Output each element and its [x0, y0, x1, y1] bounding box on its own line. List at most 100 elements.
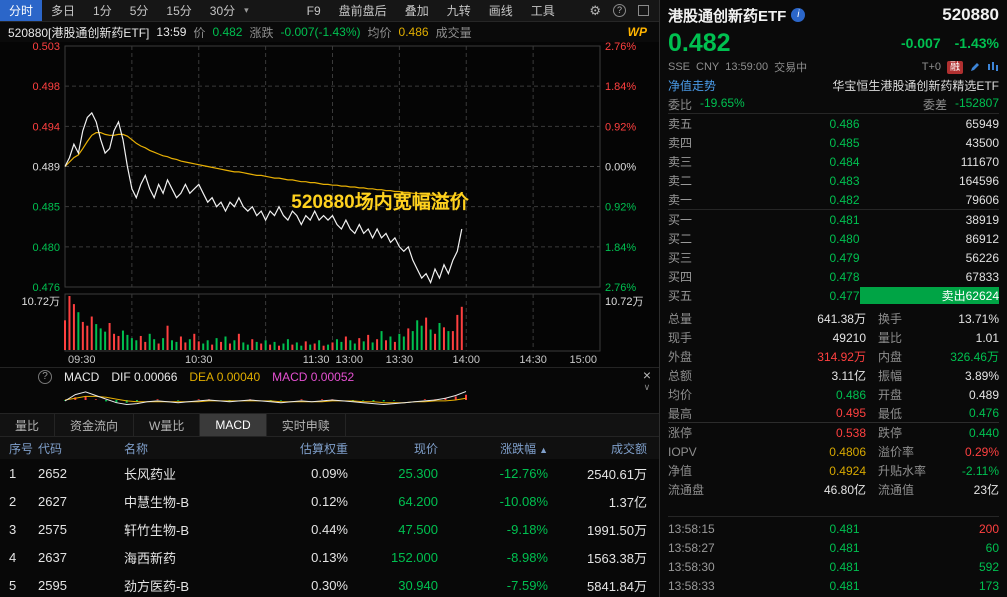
level-label: 卖四: [668, 136, 693, 150]
edit-icon[interactable]: [969, 61, 981, 73]
chevron-down-icon[interactable]: ∨: [643, 382, 651, 392]
stat-label: 溢价率: [878, 445, 915, 459]
intraday-chart[interactable]: 0.503 2.76% 0.498 1.84% 0.494 0.92% 0.489 0.00%…: [0, 42, 659, 367]
col-header-turnover[interactable]: 成交额: [610, 441, 647, 456]
svg-text:0.498: 0.498: [32, 81, 60, 93]
kline-icon[interactable]: [987, 61, 999, 73]
stat-value: 0.4924: [829, 463, 866, 478]
col-header-name[interactable]: 名称: [124, 441, 149, 456]
bid-row[interactable]: 买二 0.480 86912: [668, 229, 999, 248]
cell-price: 64.200: [398, 493, 438, 509]
col-header-weight[interactable]: 估算权重: [299, 441, 348, 456]
toolbar-button[interactable]: 九转: [446, 4, 471, 18]
ask-row[interactable]: 卖二 0.483 164596: [668, 171, 999, 190]
ask-row[interactable]: 卖五 0.486 65949: [668, 114, 999, 133]
weibi-value: -19.65%: [700, 95, 745, 110]
cell-weight: 0.44%: [311, 521, 348, 537]
help-icon[interactable]: ?: [613, 4, 626, 17]
svg-text:0.476: 0.476: [32, 282, 60, 294]
toolbar-button[interactable]: 叠加: [404, 4, 429, 18]
svg-text:0.92%: 0.92%: [605, 121, 636, 133]
toolbar-button[interactable]: 工具: [530, 4, 555, 18]
stat-label: 流通值: [878, 483, 915, 497]
nav-trend-link[interactable]: 净值走势: [668, 79, 717, 93]
toolbar-button[interactable]: F9: [306, 3, 321, 18]
period-tab[interactable]: 30分: [209, 4, 236, 18]
stat-value: 23亿: [973, 483, 999, 497]
svg-text:2.76%: 2.76%: [605, 282, 636, 294]
level-price: 0.483: [829, 173, 860, 188]
cell-change: -10.08%: [499, 493, 548, 509]
stat-value: 0.489: [968, 387, 999, 402]
toolbar: 分时 多日 1分 5分 15分 30分 ▾ F9: [0, 0, 659, 22]
ask-row[interactable]: 卖四 0.485 43500: [668, 133, 999, 152]
quote-panel: 港股通创新药ETF i 520880 0.482 -0.007 -1.43% S…: [659, 0, 1007, 597]
table-row[interactable]: 4 2637 海西新药 0.13% 152.000 -8.98% 1563.38…: [0, 543, 659, 571]
bid-row[interactable]: 买五 0.477 卖出62624: [668, 286, 999, 305]
ask-row[interactable]: 卖三 0.484 111670: [668, 152, 999, 171]
cell-change: -7.59%: [506, 577, 548, 593]
stat-label: 总额: [668, 369, 693, 383]
period-tab[interactable]: 1分: [93, 4, 112, 18]
svg-text:1.84%: 1.84%: [605, 81, 636, 93]
col-header-price[interactable]: 现价: [413, 441, 438, 456]
macd-help-icon[interactable]: ?: [38, 370, 52, 384]
stats-row: 现手 49210 量比 1.01: [668, 328, 999, 347]
ask-row[interactable]: 卖一 0.482 79606: [668, 190, 999, 209]
period-tab[interactable]: 5分: [129, 4, 149, 18]
toolbar-buttons: F9 盘前盘后 叠加 九转 画线 工具: [298, 0, 564, 21]
level-price: 0.481: [829, 212, 860, 227]
cell-name: 海西新药: [124, 550, 177, 566]
col-header-change[interactable]: 涨跌幅 ▲: [500, 441, 548, 456]
level-volume: 67833: [965, 269, 999, 284]
indicator-tab[interactable]: MACD: [200, 414, 267, 436]
time-and-sales[interactable]: 13:58:15 0.481 200 13:58:27 0.481 60 13:…: [668, 516, 999, 595]
level-label: 卖三: [668, 155, 693, 169]
level-volume: 79606: [965, 192, 999, 207]
macd-panel[interactable]: ? MACD DIF 0.00066 DEA 0.00040 MACD 0.00…: [0, 367, 659, 413]
stats-grid: 总量 641.38万 换手 13.71% 现手 49210 量比 1.01 外盘 314.…: [668, 309, 999, 499]
bid-row[interactable]: 买三 0.479 56226: [668, 248, 999, 267]
info-icon[interactable]: i: [791, 8, 806, 22]
period-tab[interactable]: 分时: [0, 0, 43, 21]
level-label: 买一: [668, 213, 693, 227]
table-row[interactable]: 1 2652 长风药业 0.09% 25.300 -12.76% 2540.61…: [0, 459, 659, 487]
table-row[interactable]: 3 2575 轩竹生物-B 0.44% 47.500 -9.18% 1991.5…: [0, 515, 659, 543]
toolbar-button[interactable]: 画线: [488, 4, 513, 18]
cell-price: 25.300: [398, 465, 438, 481]
period-tab[interactable]: ▾: [244, 5, 249, 15]
indicator-tab[interactable]: 量比: [0, 414, 56, 436]
bid-row[interactable]: 买一 0.481 38919: [668, 210, 999, 229]
bid-row[interactable]: 买四 0.478 67833: [668, 267, 999, 286]
toolbar-button[interactable]: 盘前盘后: [338, 4, 387, 18]
level-price: 0.479: [829, 250, 860, 265]
col-header-no[interactable]: 序号: [9, 441, 34, 456]
svg-text:0.503: 0.503: [32, 42, 60, 53]
col-header-code[interactable]: 代码: [38, 441, 63, 456]
expand-icon[interactable]: [638, 5, 649, 16]
svg-text:1.84%: 1.84%: [605, 242, 636, 254]
table-row[interactable]: 2 2627 中慧生物-B 0.12% 64.200 -10.08% 1.37亿: [0, 487, 659, 515]
stock-name: 港股通创新药ETF: [668, 7, 787, 25]
cell-code: 2637: [38, 549, 67, 565]
indicator-tab[interactable]: W量比: [134, 414, 201, 436]
stats-row: 涨停 0.538 跌停 0.440: [668, 423, 999, 442]
stat-label: 净值: [668, 464, 693, 478]
stat-value: 3.89%: [964, 368, 999, 383]
period-tabs: 分时 多日 1分 5分 15分 30分 ▾: [0, 0, 254, 21]
close-icon[interactable]: ×: [642, 367, 651, 383]
stat-label: 换手: [878, 312, 903, 326]
cell-name: 长风药业: [124, 466, 177, 482]
indicator-tab[interactable]: 资金流向: [55, 414, 135, 436]
level-price: 0.482: [829, 192, 860, 207]
period-tab[interactable]: 多日: [51, 4, 76, 18]
svg-text:14:00: 14:00: [452, 354, 480, 366]
table-row[interactable]: 5 2595 劲方医药-B 0.30% 30.940 -7.59% 5841.8…: [0, 571, 659, 597]
period-tab[interactable]: 15分: [166, 4, 192, 18]
indicator-tab[interactable]: 实时申赎: [267, 414, 346, 436]
cell-code: 2627: [38, 493, 67, 509]
gear-icon[interactable]: ⚙: [589, 2, 601, 18]
tick-time: 13:58:15: [668, 521, 715, 536]
macd-macd-value: MACD 0.00052: [272, 370, 355, 384]
cell-weight: 0.13%: [311, 549, 348, 565]
